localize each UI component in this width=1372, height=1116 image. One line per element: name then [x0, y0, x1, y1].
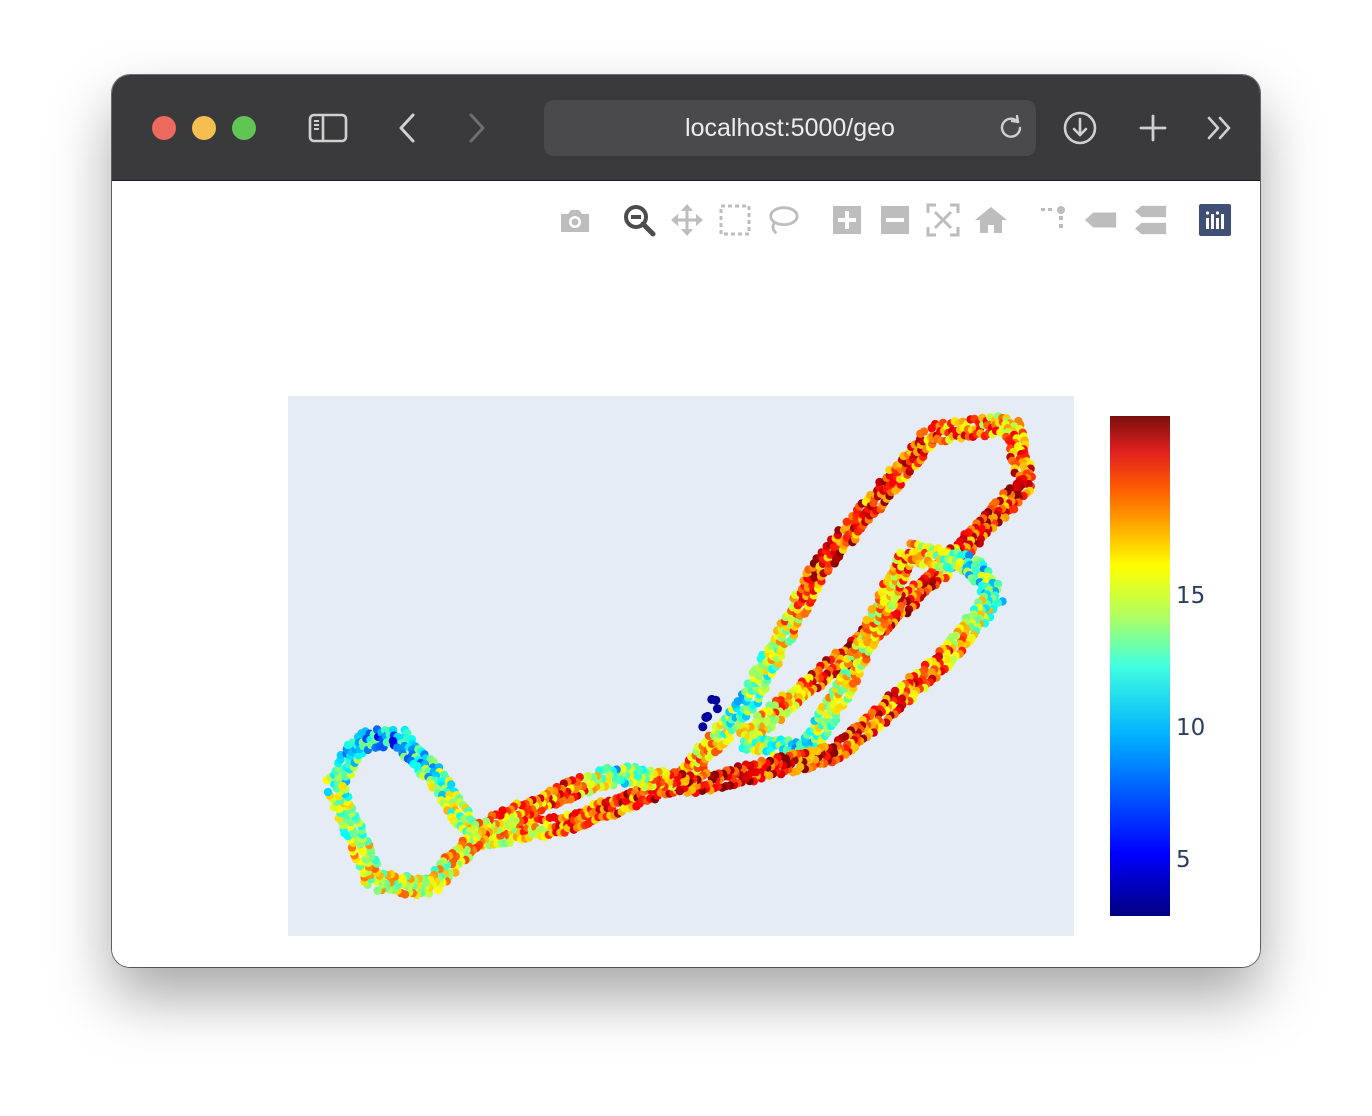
spike-lines-icon[interactable] [1036, 203, 1070, 237]
page-content: 15 10 5 0 [112, 181, 1260, 967]
reset-home-icon[interactable] [974, 203, 1008, 237]
colorbar-gradient [1110, 416, 1170, 916]
track-point-1842 [434, 885, 443, 895]
browser-toolbar: localhost:5000/geo [112, 75, 1260, 181]
close-window-button[interactable] [152, 116, 176, 140]
download-icon[interactable] [1062, 105, 1098, 151]
plotly-logo-icon[interactable] [1198, 203, 1232, 237]
browser-window: localhost:5000/geo [112, 75, 1260, 967]
plotly-modebar [112, 181, 1260, 251]
colorbar [1110, 416, 1170, 916]
hover-compare-icon[interactable] [1134, 203, 1168, 237]
track-point-1962 [323, 787, 333, 797]
minimize-window-button[interactable] [192, 116, 216, 140]
autoscale-icon[interactable] [926, 203, 960, 237]
scatter-plot-area[interactable] [288, 396, 1074, 936]
plot-background [288, 396, 1074, 936]
zoom-out-icon[interactable] [878, 203, 912, 237]
maximize-window-button[interactable] [232, 116, 256, 140]
colorbar-tick-5: 5 [1176, 847, 1191, 873]
slow-point-5 [703, 711, 713, 721]
address-bar[interactable]: localhost:5000/geo [544, 100, 1036, 156]
track-point-1964 [338, 782, 347, 791]
back-chevron-icon[interactable] [392, 105, 422, 151]
track-point-1884 [373, 886, 382, 895]
colorbar-tick-10: 10 [1176, 715, 1206, 741]
forward-chevron-icon[interactable] [462, 105, 492, 151]
track-point-1308 [964, 551, 974, 560]
track-point-648 [919, 427, 929, 436]
hover-closest-icon[interactable] [1084, 203, 1118, 237]
track-point-1433 [905, 672, 914, 682]
slow-point-6 [698, 722, 708, 732]
new-tab-plus-icon[interactable] [1136, 105, 1170, 151]
colorbar-tick-15: 15 [1176, 583, 1206, 609]
overflow-chevrons-icon[interactable] [1204, 105, 1236, 151]
pan-icon[interactable] [670, 203, 704, 237]
track-point-373 [714, 729, 723, 739]
url-text: localhost:5000/geo [685, 114, 895, 142]
track-point-527 [824, 559, 833, 568]
zoom-in-icon[interactable] [830, 203, 864, 237]
camera-icon[interactable] [558, 203, 592, 237]
box-select-icon[interactable] [718, 203, 752, 237]
sidebar-icon[interactable] [306, 105, 350, 151]
reload-icon[interactable] [998, 114, 1024, 146]
zoom-icon[interactable] [622, 203, 656, 237]
track-points [322, 412, 1036, 900]
slow-point-1 [712, 704, 722, 714]
lasso-select-icon[interactable] [766, 203, 800, 237]
slow-point-3 [711, 695, 721, 705]
